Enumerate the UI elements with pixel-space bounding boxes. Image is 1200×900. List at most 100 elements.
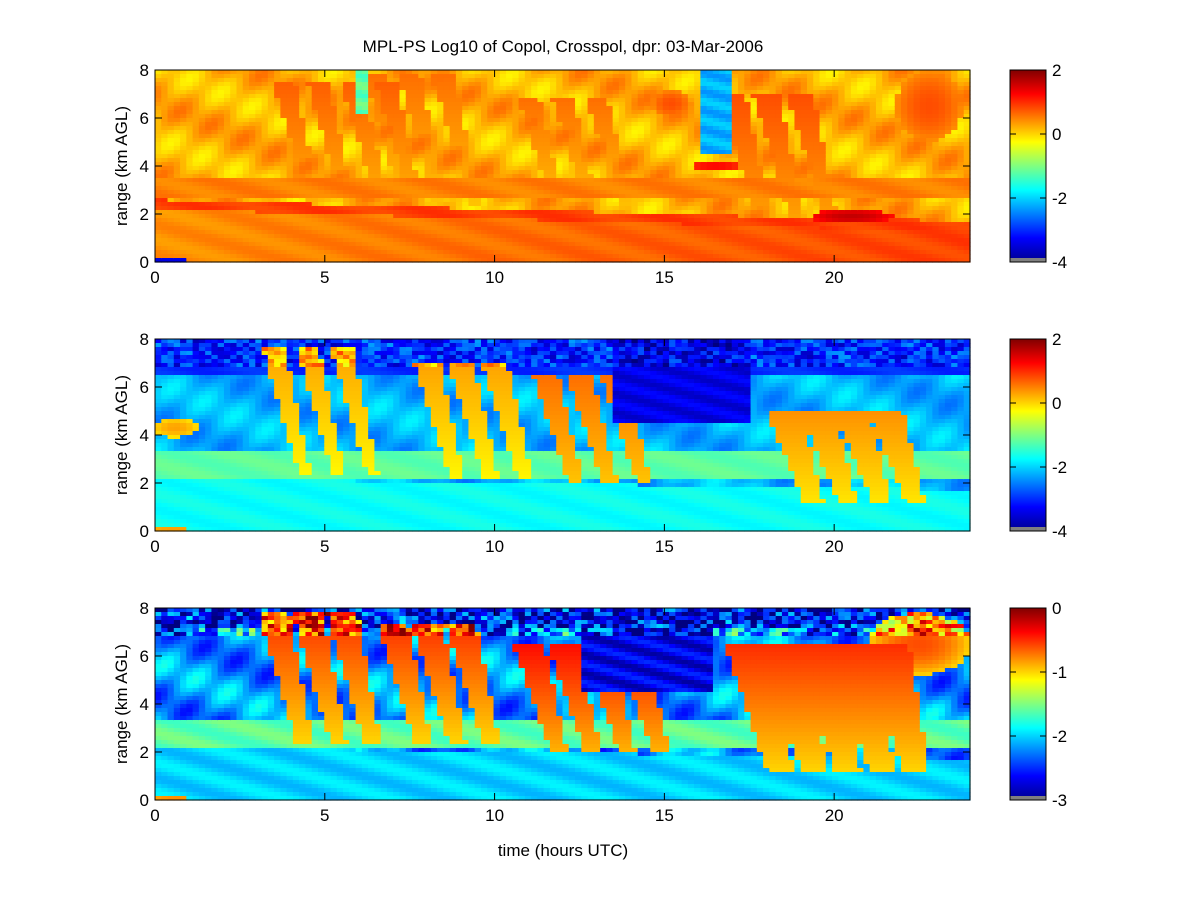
heatmap-cell [581, 174, 588, 179]
heatmap-cell [174, 210, 181, 215]
heatmap-cell [305, 158, 312, 163]
heatmap-cell [155, 186, 162, 191]
heatmap-cell [381, 230, 388, 235]
heatmap-cell [619, 78, 626, 83]
heatmap-cell [431, 154, 438, 159]
heatmap-cell [393, 106, 400, 111]
heatmap-cell [249, 222, 256, 227]
heatmap-cell [619, 238, 626, 243]
heatmap-cell [563, 222, 570, 227]
heatmap-cell [556, 202, 563, 207]
heatmap-cell [331, 122, 338, 127]
heatmap-cell [606, 178, 613, 183]
heatmap-cell [237, 106, 244, 111]
heatmap-cell [356, 222, 363, 227]
heatmap-cell [506, 150, 513, 155]
heatmap-cell [199, 166, 206, 171]
heatmap-cell [619, 158, 626, 163]
heatmap-cell [262, 190, 269, 195]
heatmap-cell [588, 186, 595, 191]
heatmap-cell [475, 226, 482, 231]
heatmap-cell [255, 98, 262, 103]
heatmap-cell [631, 86, 638, 91]
heatmap-cell [337, 250, 344, 255]
heatmap-cell [481, 226, 488, 231]
heatmap-cell [450, 94, 457, 99]
heatmap-cell [318, 122, 325, 127]
heatmap-cell [619, 102, 626, 107]
heatmap-cell [337, 198, 344, 203]
heatmap-cell [437, 202, 444, 207]
heatmap-cell [374, 242, 381, 247]
heatmap-cell [230, 110, 237, 115]
heatmap-cell [274, 94, 281, 99]
heatmap-cell [550, 102, 557, 107]
heatmap-cell [437, 214, 444, 219]
heatmap-cell [293, 206, 300, 211]
heatmap-cell [512, 230, 519, 235]
heatmap-cell [305, 170, 312, 175]
heatmap-cell [230, 82, 237, 87]
heatmap-cell [249, 170, 256, 175]
heatmap-cell [606, 190, 613, 195]
heatmap-cell [356, 146, 363, 151]
heatmap-cell [500, 194, 507, 199]
heatmap-cell [199, 230, 206, 235]
heatmap-cell [462, 82, 469, 87]
heatmap-cell [287, 138, 294, 143]
heatmap-cell [512, 246, 519, 251]
heatmap-cell [299, 246, 306, 251]
heatmap-cell [199, 86, 206, 91]
heatmap-cell [174, 110, 181, 115]
heatmap-cell [443, 126, 450, 131]
heatmap-cell [237, 222, 244, 227]
heatmap-cell [412, 194, 419, 199]
heatmap-cell [193, 118, 200, 123]
heatmap-cell [525, 154, 532, 159]
heatmap-cell [487, 246, 494, 251]
heatmap-cell [337, 238, 344, 243]
heatmap-cell [569, 102, 576, 107]
heatmap-cell [243, 202, 250, 207]
heatmap-cell [506, 158, 513, 163]
heatmap-cell [393, 210, 400, 215]
heatmap-cell [349, 146, 356, 151]
heatmap-cell [337, 78, 344, 83]
heatmap-cell [550, 138, 557, 143]
heatmap-cell [462, 130, 469, 135]
heatmap-cell [249, 110, 256, 115]
heatmap-cell [368, 82, 375, 87]
heatmap-cell [531, 190, 538, 195]
heatmap-cell [168, 218, 175, 223]
heatmap-cell [613, 86, 620, 91]
heatmap-cell [606, 134, 613, 139]
heatmap-cell [293, 182, 300, 187]
heatmap-cell [500, 134, 507, 139]
heatmap-cell [374, 162, 381, 167]
heatmap-cell [563, 174, 570, 179]
heatmap-cell [205, 118, 212, 123]
heatmap-cell [299, 214, 306, 219]
heatmap-cell [343, 110, 350, 115]
heatmap-cell [606, 186, 613, 191]
heatmap-cell [255, 102, 262, 107]
heatmap-cell [481, 210, 488, 215]
heatmap-cell [431, 162, 438, 167]
heatmap-cell [575, 118, 582, 123]
heatmap-cell [556, 214, 563, 219]
heatmap-cell [293, 78, 300, 83]
heatmap-cell [588, 150, 595, 155]
heatmap-cell [519, 198, 526, 203]
heatmap-cell [218, 98, 225, 103]
heatmap-cell [362, 98, 369, 103]
heatmap-cell [487, 78, 494, 83]
heatmap-cell [575, 174, 582, 179]
heatmap-cell [506, 250, 513, 255]
heatmap-cell [425, 226, 432, 231]
heatmap-cell [393, 222, 400, 227]
heatmap-cell [400, 234, 407, 239]
heatmap-cell [155, 118, 162, 123]
heatmap-cell [287, 198, 294, 203]
heatmap-cell [174, 82, 181, 87]
heatmap-cell [606, 110, 613, 115]
